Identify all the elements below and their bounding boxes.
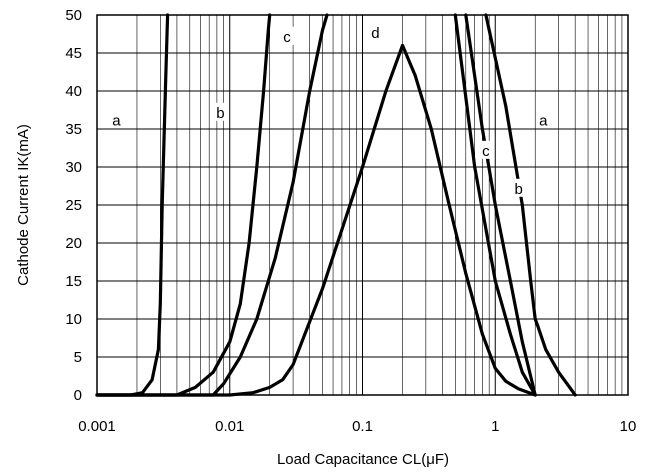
curve-label: b (514, 181, 522, 198)
curve-label-bg (109, 110, 124, 129)
y-tick-label: 40 (65, 83, 82, 100)
curve-label-bg (478, 140, 493, 159)
y-tick-label: 45 (65, 45, 82, 62)
y-tick-label: 5 (74, 349, 82, 366)
series-line-c (453, 13, 537, 397)
curve-label: a (112, 112, 121, 129)
curve-label-bg (511, 178, 526, 197)
series-line-a (484, 13, 577, 397)
x-tick-label: 0.001 (78, 418, 116, 435)
x-axis-title: Load Capacitance CL(μF) (277, 451, 449, 468)
curve-label-bg (280, 26, 295, 45)
y-tick-labels: 0 5 10 15 20 25 30 35 40 45 50 (65, 7, 82, 404)
curve-label: c (482, 143, 490, 160)
curve-label: b (216, 105, 224, 122)
x-tick-label: 10 (620, 418, 637, 435)
y-tick-label: 35 (65, 121, 82, 138)
curve-label: c (283, 29, 291, 46)
y-tick-label: 25 (65, 197, 82, 214)
curve-labels: a b c d c b a (109, 23, 551, 198)
series-line-d (95, 43, 537, 397)
y-axis-title: Cathode Current IK(mA) (15, 124, 32, 286)
series-line-b (464, 13, 537, 397)
plot-frame (96, 14, 629, 396)
curve-label-bg (213, 102, 228, 121)
y-tick-label: 30 (65, 159, 82, 176)
y-tick-label: 15 (65, 273, 82, 290)
x-tick-label: 0.1 (352, 418, 373, 435)
curve-label: a (539, 112, 548, 129)
x-tick-label: 1 (491, 418, 499, 435)
series-line-b (95, 13, 272, 397)
y-tick-label: 0 (74, 387, 82, 404)
y-tick-label: 10 (65, 311, 82, 328)
curve-label-bg (368, 23, 383, 41)
y-tick-label: 20 (65, 235, 82, 252)
x-tick-labels: 0.001 0.01 0.1 1 10 (78, 418, 636, 435)
curve-label: d (371, 25, 379, 42)
curve-label-bg (536, 110, 551, 129)
series-line-c (95, 13, 329, 397)
x-tick-label: 0.01 (215, 418, 244, 435)
y-tick-label: 50 (65, 7, 82, 24)
curves (95, 13, 577, 397)
grid (96, 14, 628, 396)
